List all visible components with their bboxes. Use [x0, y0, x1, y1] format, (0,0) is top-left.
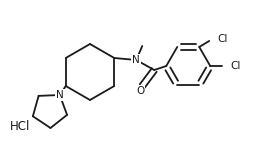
Text: Cl: Cl: [217, 34, 228, 44]
Text: HCl: HCl: [10, 119, 30, 132]
Text: O: O: [136, 86, 144, 96]
Text: N: N: [132, 55, 140, 65]
Text: N: N: [56, 90, 64, 100]
Text: Cl: Cl: [230, 61, 241, 71]
